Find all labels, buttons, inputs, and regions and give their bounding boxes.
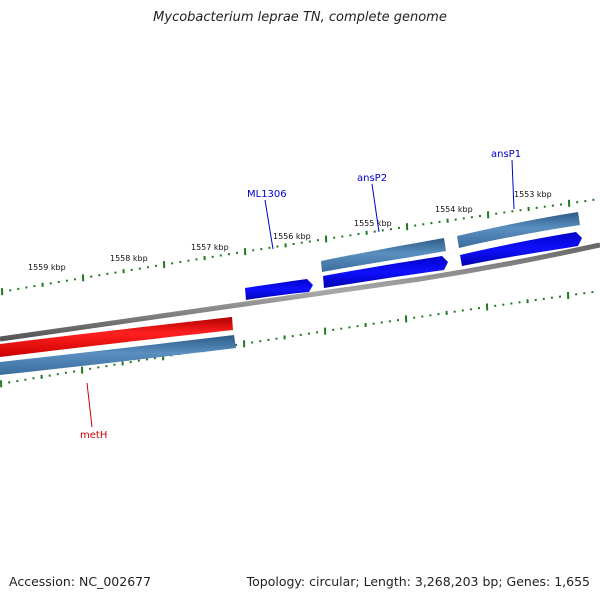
tick-label-1555: 1555 kbp xyxy=(354,219,392,228)
tick-label-1554: 1554 kbp xyxy=(435,205,473,214)
gene-labels: ansP1 ansP2 ML1306 metH xyxy=(80,149,521,441)
tick-label-1557: 1557 kbp xyxy=(191,243,229,252)
tick-label-1553: 1553 kbp xyxy=(514,190,552,199)
gene-arrow-ansP1[interactable] xyxy=(460,232,582,266)
tick-label-1558: 1558 kbp xyxy=(110,254,148,263)
leader-line-ansP1 xyxy=(511,159,515,210)
accession-text: Accession: NC_002677 xyxy=(9,574,152,589)
gene-label-ansP1[interactable]: ansP1 xyxy=(491,149,521,160)
leader-line-ansP2 xyxy=(371,183,380,233)
reverse-gene-track xyxy=(0,317,233,357)
genome-backbone xyxy=(0,242,600,342)
leader-line-ML1306 xyxy=(264,199,274,250)
cds-bar-ansP1[interactable] xyxy=(457,212,580,248)
outer-tick-track xyxy=(1,198,595,296)
tick-label-1559: 1559 kbp xyxy=(28,263,66,272)
cds-bar-ansP2[interactable] xyxy=(321,238,446,272)
map-title: Mycobacterium leprae TN, complete genome xyxy=(153,10,447,25)
forward-gene-track xyxy=(245,232,582,300)
leader-line-metH xyxy=(86,382,93,428)
gene-label-metH[interactable]: metH xyxy=(80,430,107,441)
tick-label-1556: 1556 kbp xyxy=(273,232,311,241)
cds-bar-metH[interactable] xyxy=(0,335,236,375)
reverse-cds-track xyxy=(0,335,236,375)
gene-bar-metH[interactable] xyxy=(0,317,233,357)
gene-arrow-ansP2[interactable] xyxy=(323,256,448,288)
genome-summary-text: Topology: circular; Length: 3,268,203 bp… xyxy=(246,574,590,589)
gene-arrow-ML1306[interactable] xyxy=(245,279,313,300)
gene-label-ansP2[interactable]: ansP2 xyxy=(357,173,387,184)
gene-label-ML1306[interactable]: ML1306 xyxy=(247,189,287,200)
tick-labels: 1553 kbp 1554 kbp 1555 kbp 1556 kbp 1557… xyxy=(28,190,552,272)
forward-cds-track xyxy=(321,212,580,272)
